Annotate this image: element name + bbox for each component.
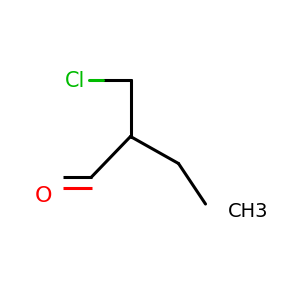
Text: O: O xyxy=(35,187,52,206)
Text: Cl: Cl xyxy=(65,71,85,91)
Text: CH3: CH3 xyxy=(228,202,268,221)
